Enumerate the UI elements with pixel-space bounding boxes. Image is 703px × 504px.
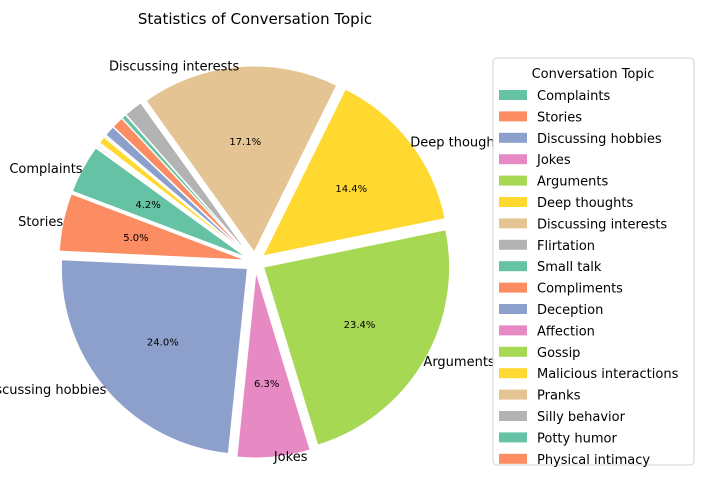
slice-percent-discussing-interests: 17.1%	[229, 137, 261, 148]
slice-label-complaints: Complaints	[9, 162, 82, 177]
legend-label-deception: Deception	[537, 303, 603, 318]
legend-label-pranks: Pranks	[537, 389, 581, 404]
slice-percent-discussing-hobbies: 24.0%	[147, 337, 179, 348]
legend-swatch-silly-behavior	[499, 411, 527, 421]
slice-label-deep-thoughts: Deep thoughts	[410, 135, 507, 150]
slice-label-arguments: Arguments	[423, 355, 494, 370]
legend-label-complaints: Complaints	[537, 89, 610, 104]
pie-slice-compliments	[112, 117, 249, 256]
legend-swatch-malicious-interactions	[499, 368, 527, 379]
pie-slice-arguments	[262, 229, 451, 446]
legend-label-compliments: Compliments	[537, 282, 623, 297]
legend-swatch-discussing-interests	[499, 218, 527, 229]
legend-label-jokes: Jokes	[536, 153, 571, 168]
legend-label-arguments: Arguments	[537, 175, 608, 190]
legend-swatch-small-talk	[499, 261, 527, 272]
legend-items: Complaints Stories Discussing hobbies Jokes…	[499, 89, 679, 468]
legend-swatch-potty-humor	[499, 432, 527, 443]
slice-percent-complaints: 4.2%	[135, 200, 160, 211]
legend-label-discussing-hobbies: Discussing hobbies	[537, 132, 662, 147]
legend-label-physical-intimacy: Physical intimacy	[537, 453, 650, 468]
slice-percent-jokes: 6.3%	[254, 379, 279, 390]
pie-slice-deep-thoughts	[262, 88, 446, 257]
legend-label-stories: Stories	[537, 110, 582, 125]
slice-percent-arguments: 23.4%	[344, 320, 376, 331]
legend-title: Conversation Topic	[532, 67, 655, 82]
legend-label-malicious-interactions: Malicious interactions	[537, 367, 679, 382]
slice-label-discussing-interests: Discussing interests	[109, 60, 239, 75]
legend-swatch-complaints	[499, 90, 527, 100]
pie-slice-discussing-hobbies	[60, 259, 248, 455]
legend-label-gossip: Gossip	[537, 346, 580, 361]
legend-swatch-stories	[499, 111, 527, 122]
legend-swatch-deception	[499, 304, 527, 314]
slice-percent-stories: 5.0%	[123, 233, 148, 244]
slice-label-stories: Stories	[18, 215, 63, 230]
legend-label-potty-humor: Potty humor	[537, 431, 617, 446]
legend-swatch-deep-thoughts	[499, 197, 527, 207]
pie-slice-flirtation	[125, 102, 250, 255]
pie-slice-jokes	[236, 271, 311, 459]
pie-slice-stories	[58, 193, 246, 261]
legend-swatch-gossip	[499, 346, 527, 357]
legend-swatch-affection	[499, 325, 527, 336]
slice-percent-deep-thoughts: 14.4%	[335, 184, 367, 195]
legend-label-deep-thoughts: Deep thoughts	[537, 196, 634, 211]
legend-swatch-discussing-hobbies	[499, 132, 527, 143]
chart-title: Statistics of Conversation Topic	[138, 10, 372, 28]
pie-slice-physical-intimacy	[95, 145, 248, 257]
legend-label-flirtation: Flirtation	[537, 239, 595, 254]
slice-label-jokes: Jokes	[273, 450, 308, 465]
pie-slice-discussing-interests	[145, 65, 338, 254]
pie-slice-complaints	[71, 147, 247, 258]
legend-label-small-talk: Small talk	[537, 260, 602, 275]
pie-labels: Complaints 4.2% Stories 5.0% Discussing hobb…	[0, 60, 507, 465]
slice-label-discussing-hobbies: Discussing hobbies	[0, 383, 107, 398]
legend-swatch-flirtation	[499, 239, 527, 250]
legend-label-discussing-interests: Discussing interests	[537, 217, 667, 232]
legend-swatch-jokes	[499, 154, 527, 165]
legend: Conversation Topic Complaints Stories Disc…	[492, 57, 695, 468]
legend-swatch-pranks	[499, 389, 527, 400]
legend-swatch-physical-intimacy	[499, 453, 527, 464]
legend-label-silly-behavior: Silly behavior	[537, 410, 626, 425]
legend-swatch-arguments	[499, 175, 527, 186]
legend-frame	[492, 57, 695, 466]
legend-swatch-compliments	[499, 282, 527, 293]
legend-label-affection: Affection	[537, 324, 595, 339]
pie-slices	[58, 65, 451, 459]
